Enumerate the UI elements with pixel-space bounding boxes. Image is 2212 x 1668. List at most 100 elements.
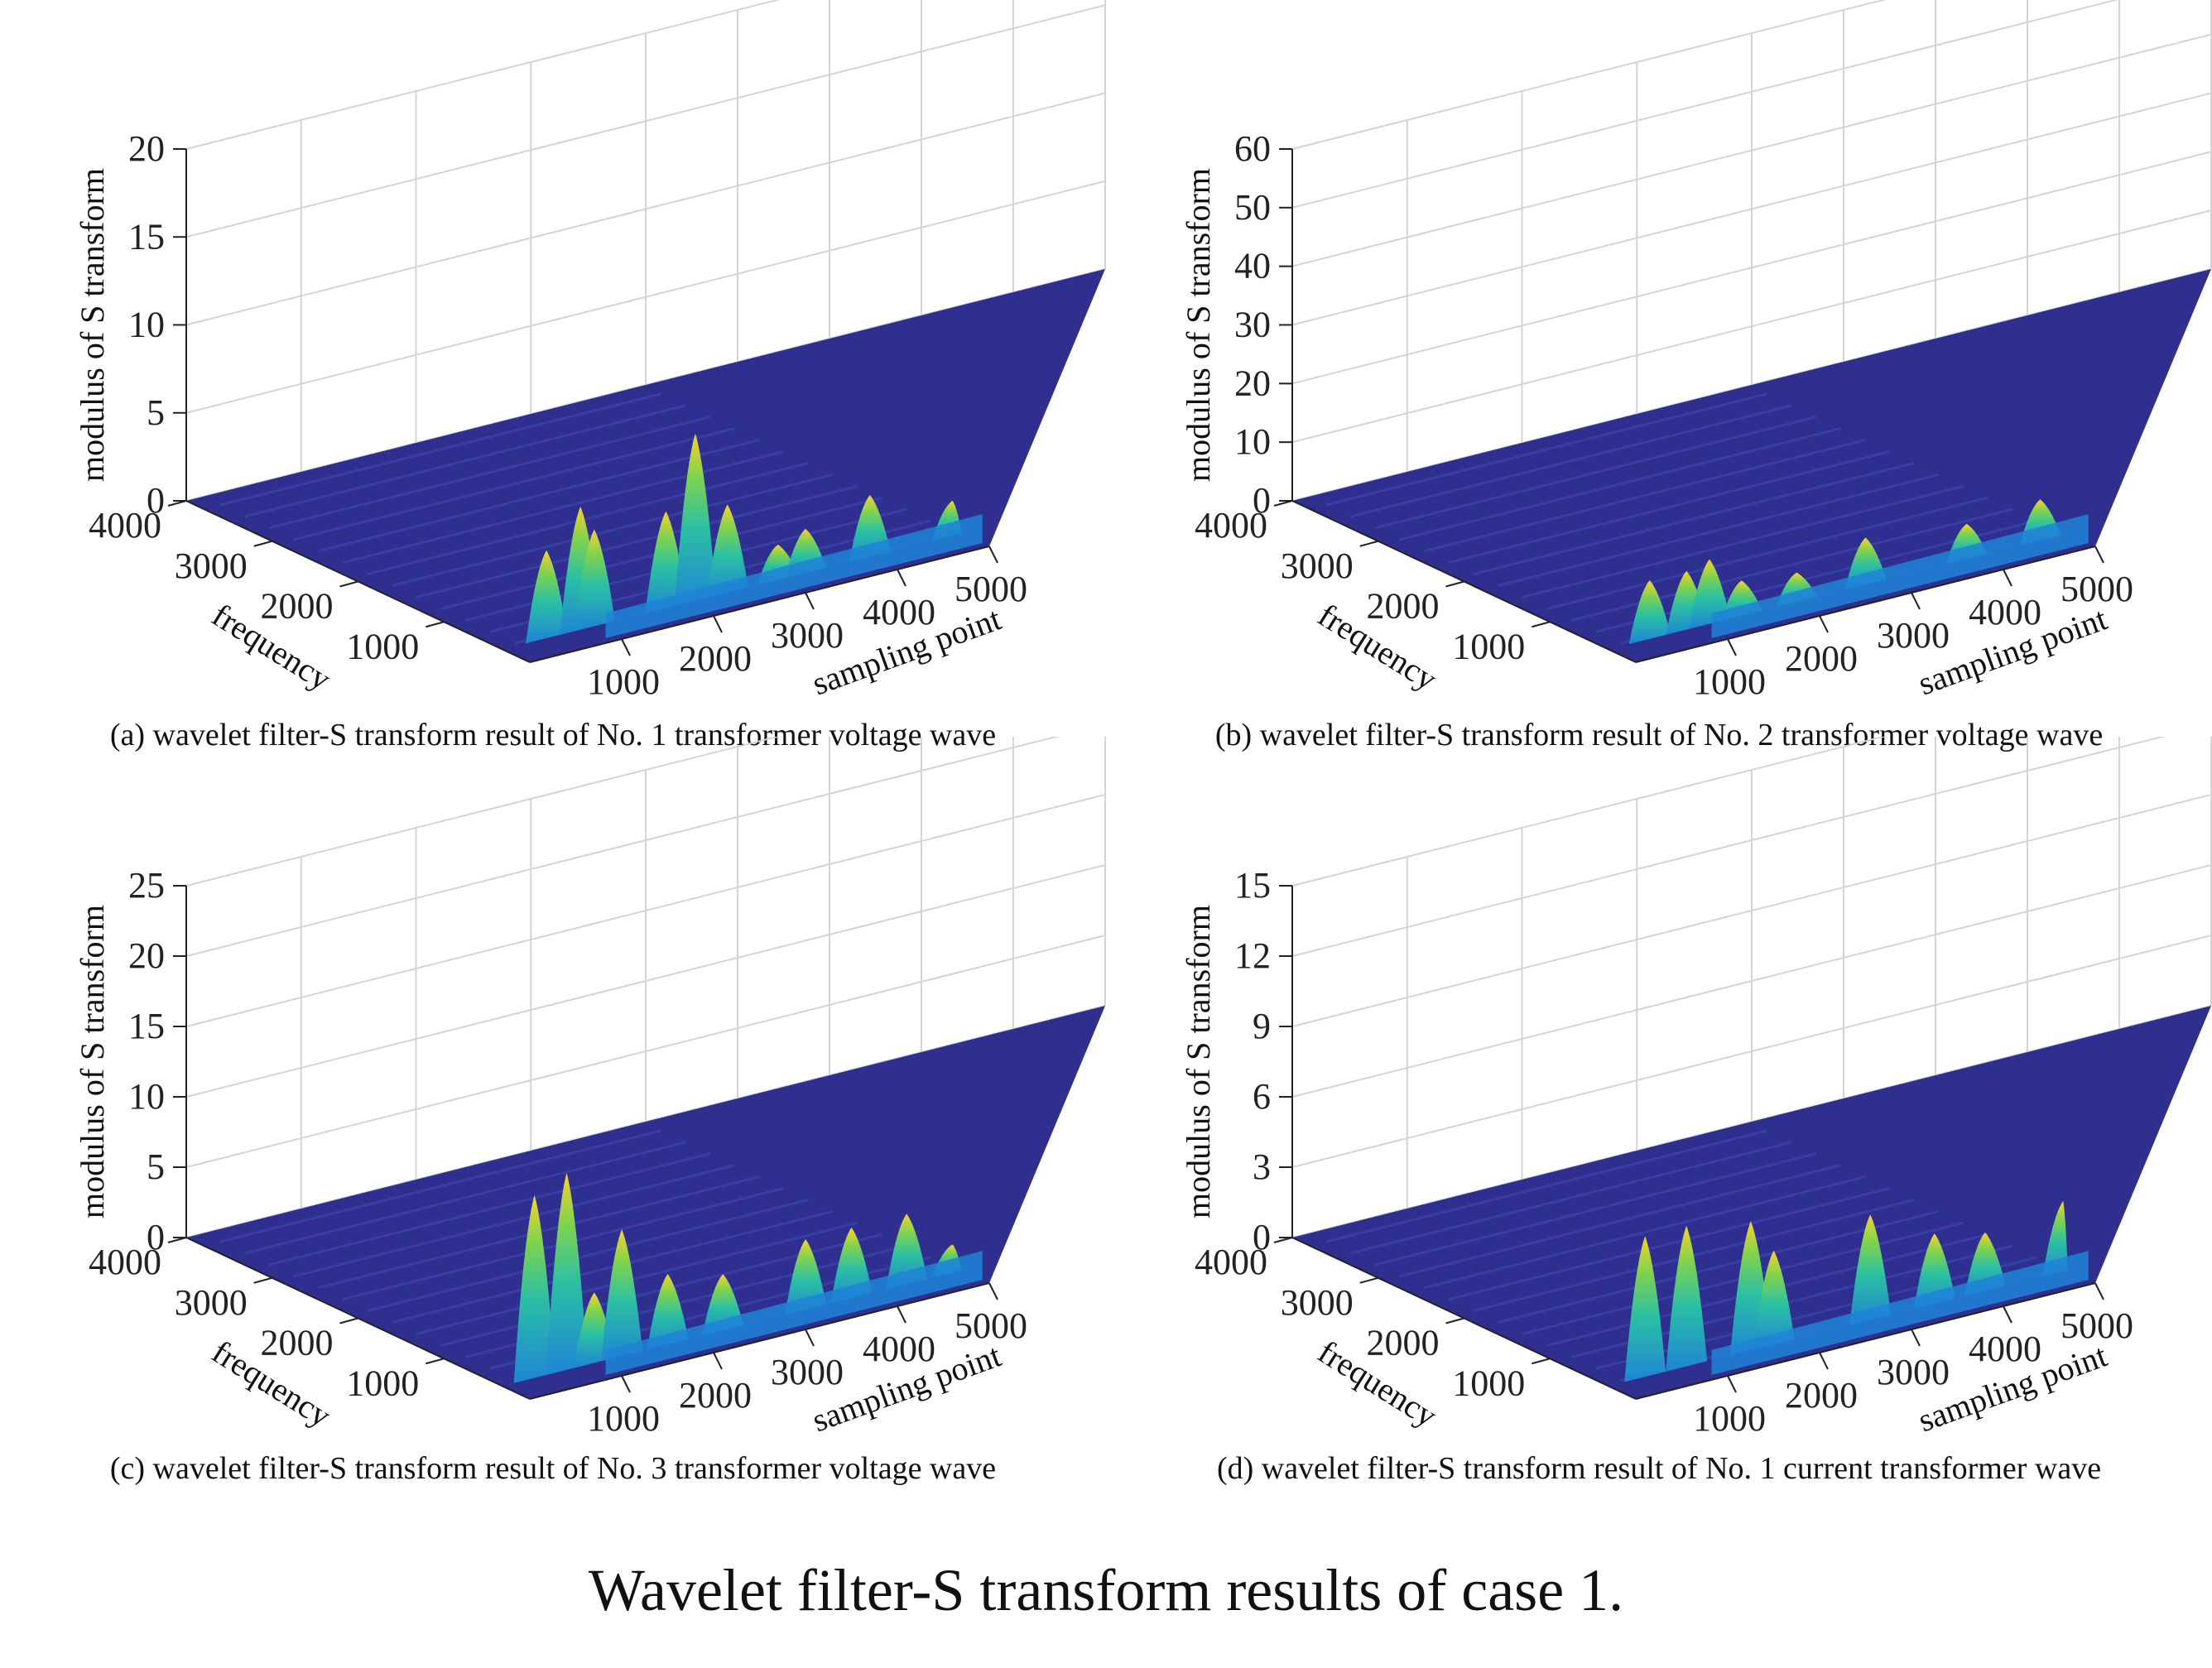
grid-line <box>645 864 1106 982</box>
caption-a: (a) wavelet filter-S transform result of… <box>109 718 997 752</box>
x-tick-label: 5000 <box>955 1305 1027 1346</box>
surface-ridge <box>342 449 785 565</box>
grid-line <box>645 794 1106 911</box>
grid-line <box>645 737 1060 841</box>
y-tick-label: 3000 <box>175 1282 248 1323</box>
y-tick-label: 1000 <box>1452 1363 1525 1403</box>
y-tick-label: 2000 <box>1367 586 1440 627</box>
x-tick <box>621 1375 631 1393</box>
surface-ridge <box>1374 416 1817 530</box>
grid-line <box>1751 92 2212 210</box>
z-tick-label: 10 <box>1234 421 1271 462</box>
x-tick <box>713 615 723 633</box>
z-tick-label: 20 <box>1234 363 1271 403</box>
peaks-group <box>1624 1200 2068 1382</box>
surface-ridge <box>391 1209 834 1324</box>
x-tick-label: 2000 <box>679 1375 752 1416</box>
x-tick <box>2003 1305 2012 1324</box>
surface-ridge <box>416 1221 858 1336</box>
x-tick <box>2003 569 2012 587</box>
surface-ridge <box>244 404 686 518</box>
y-tick <box>1359 540 1379 547</box>
x-tick <box>713 1352 723 1370</box>
surface-ridge <box>1325 392 1767 507</box>
x-tick-label: 3000 <box>1877 1352 1950 1392</box>
grid-line <box>645 935 1106 1052</box>
x-tick <box>1727 1375 1737 1393</box>
y-tick-label: 1000 <box>1452 626 1525 666</box>
z-tick-label: 5 <box>147 392 165 433</box>
y-tick <box>339 580 358 588</box>
z-tick-label: 15 <box>1234 865 1271 906</box>
surface-front-band <box>605 1251 983 1375</box>
y-tick <box>339 1317 358 1324</box>
x-tick <box>805 592 815 610</box>
caption-b: (b) wavelet filter-S transform result of… <box>1214 718 2104 752</box>
z-tick-label: 50 <box>1234 187 1271 228</box>
z-axis: 0 10 20 30 40 50 60 modulus of S transform <box>1180 128 1293 521</box>
z-tick-label: 30 <box>1234 305 1271 345</box>
x-tick-label: 1000 <box>1693 1398 1766 1439</box>
data-peak <box>1624 1236 1666 1382</box>
surface-ridge <box>293 427 735 541</box>
y-tick <box>167 500 187 507</box>
y-tick-label: 4000 <box>89 1242 161 1282</box>
surface-ridge <box>1374 1152 1817 1267</box>
y-tick-label: 1000 <box>346 1363 419 1403</box>
x-tick <box>897 1305 906 1324</box>
grid-line <box>1751 737 2166 841</box>
x-tick-label: 4000 <box>863 1329 935 1369</box>
data-peak <box>546 1172 588 1376</box>
data-peak <box>601 1229 643 1362</box>
z-tick-label: 20 <box>128 128 165 169</box>
x-tick <box>1727 638 1737 656</box>
x-tick-label: 5000 <box>2061 1305 2133 1346</box>
grid-line <box>1751 737 1887 771</box>
surface-plot-c: 0 5 10 15 20 25 modulus of S transform 4000 3000… <box>74 737 1106 1440</box>
data-peak <box>1753 1250 1795 1350</box>
data-peak <box>2042 1200 2068 1277</box>
y-tick <box>1445 580 1464 588</box>
surface-ridge <box>1448 449 1891 565</box>
surface-ridge <box>219 1129 661 1243</box>
z-tick-label: 5 <box>147 1146 165 1187</box>
y-tick <box>1273 500 1293 507</box>
chart-panel-b: 0 10 20 30 40 50 60 modulus of S transform 4000 3… <box>1106 0 2212 752</box>
x-tick <box>988 1282 998 1300</box>
y-tick-label: 3000 <box>1281 1282 1354 1323</box>
x-tick-label: 5000 <box>955 569 1027 609</box>
y-tick <box>1359 1276 1379 1284</box>
y-tick <box>1273 1237 1293 1243</box>
surface-front-band <box>1711 514 2089 638</box>
x-tick-label: 1000 <box>587 1398 660 1439</box>
x-tick <box>621 638 631 656</box>
x-tick-label: 5000 <box>2061 569 2133 609</box>
y-tick-label: 3000 <box>1281 546 1354 586</box>
data-peak <box>573 529 615 632</box>
surface-ridge <box>391 473 834 588</box>
surface-ridge <box>1423 438 1866 553</box>
y-tick <box>1531 621 1551 628</box>
figure-title: Wavelet filter-S transform results of ca… <box>588 1557 1624 1623</box>
y-tick <box>253 540 273 547</box>
x-tick-label: 4000 <box>1969 592 2041 632</box>
data-peak <box>526 550 568 644</box>
z-tick-label: 20 <box>128 935 165 976</box>
y-tick-label: 1000 <box>346 626 419 666</box>
x-tick-label: 3000 <box>771 1352 844 1392</box>
z-tick-label: 3 <box>1253 1146 1271 1187</box>
x-tick <box>988 546 998 564</box>
chart-panel-c: 0 5 10 15 20 25 modulus of S transform 4000 3000… <box>0 737 1106 1486</box>
z-axis: 0 3 6 9 12 15 modulus of S transform <box>1180 865 1293 1257</box>
z-tick-label: 40 <box>1234 246 1271 286</box>
x-tick <box>2094 546 2104 564</box>
data-peak <box>674 433 716 606</box>
x-tick-label: 1000 <box>1693 661 1766 702</box>
z-tick-label: 15 <box>128 216 165 257</box>
z-axis-label: modulus of S transform <box>1180 168 1217 482</box>
x-axis-line <box>529 1282 990 1400</box>
surface-ridge <box>1399 1164 1841 1278</box>
grid-line <box>1751 209 2212 328</box>
